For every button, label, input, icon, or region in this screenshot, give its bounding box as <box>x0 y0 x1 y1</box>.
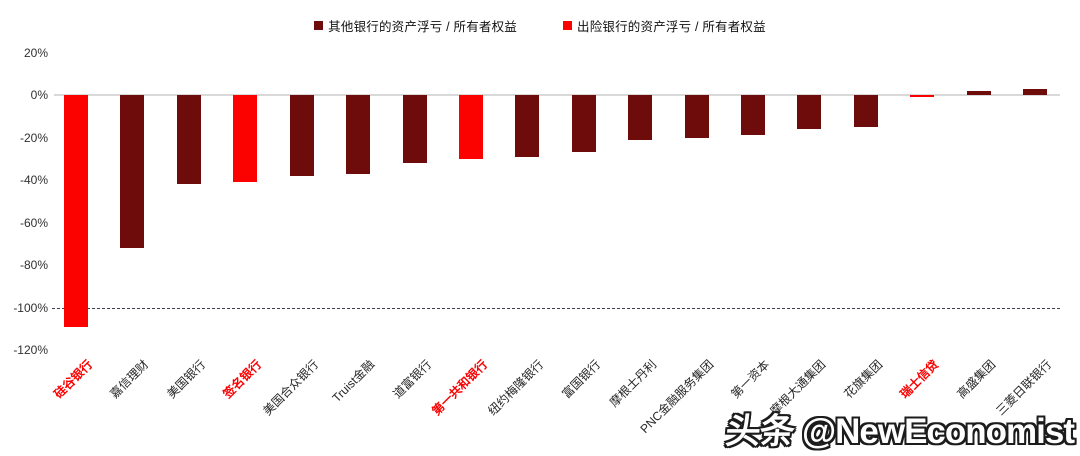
y-axis-tick: 0% <box>30 88 48 102</box>
minus-100-percent-dashed-line <box>52 308 1060 309</box>
legend-label-failed-banks: 出险银行的资产浮亏 / 所有者权益 <box>577 20 766 34</box>
bar-other-bank <box>402 95 427 163</box>
y-axis-tick: -80% <box>19 258 48 272</box>
watermark: 头条 @NewEconomist <box>723 403 1075 454</box>
bar-failed-bank <box>458 95 483 159</box>
bar-other-bank <box>120 95 145 248</box>
bar-other-bank <box>741 95 766 136</box>
chart-legend: 其他银行的资产浮亏 / 所有者权益 出险银行的资产浮亏 / 所有者权益 <box>0 16 1080 35</box>
bar-other-bank <box>684 95 709 138</box>
bar-other-bank <box>966 90 991 95</box>
bar-failed-bank <box>910 95 935 98</box>
bar-other-bank <box>289 95 314 176</box>
toutiao-logo: 头条 <box>723 412 796 451</box>
legend-swatch-dark-red-icon <box>314 21 324 30</box>
y-axis-tick: -60% <box>19 215 48 230</box>
y-axis-tick: -100% <box>13 300 48 315</box>
legend-label-other-banks: 其他银行的资产浮亏 / 所有者权益 <box>328 20 517 34</box>
bar-other-bank <box>797 95 822 129</box>
y-axis-tick: -120% <box>13 343 48 357</box>
y-axis-tick: 20% <box>23 45 48 60</box>
legend-item-other-banks: 其他银行的资产浮亏 / 所有者权益 <box>314 16 517 35</box>
legend-item-failed-banks: 出险银行的资产浮亏 / 所有者权益 <box>563 16 766 35</box>
bar-other-bank <box>176 95 201 185</box>
legend-swatch-bright-red-icon <box>563 21 572 30</box>
bar-other-bank <box>346 95 371 174</box>
zero-axis-line <box>54 94 1060 96</box>
bar-failed-bank <box>64 95 88 327</box>
y-axis-tick: -40% <box>19 173 48 187</box>
bar-failed-bank <box>233 95 258 183</box>
watermark-handle: @NewEconomist <box>801 412 1075 451</box>
bar-other-bank <box>853 95 878 127</box>
bar-other-bank <box>1023 88 1048 95</box>
x-axis-label-bank: 硅谷银行 <box>51 357 96 402</box>
y-axis-tick: -20% <box>19 130 48 145</box>
bar-other-bank <box>515 95 540 157</box>
bar-other-bank <box>628 95 653 140</box>
bar-other-bank <box>571 95 596 153</box>
